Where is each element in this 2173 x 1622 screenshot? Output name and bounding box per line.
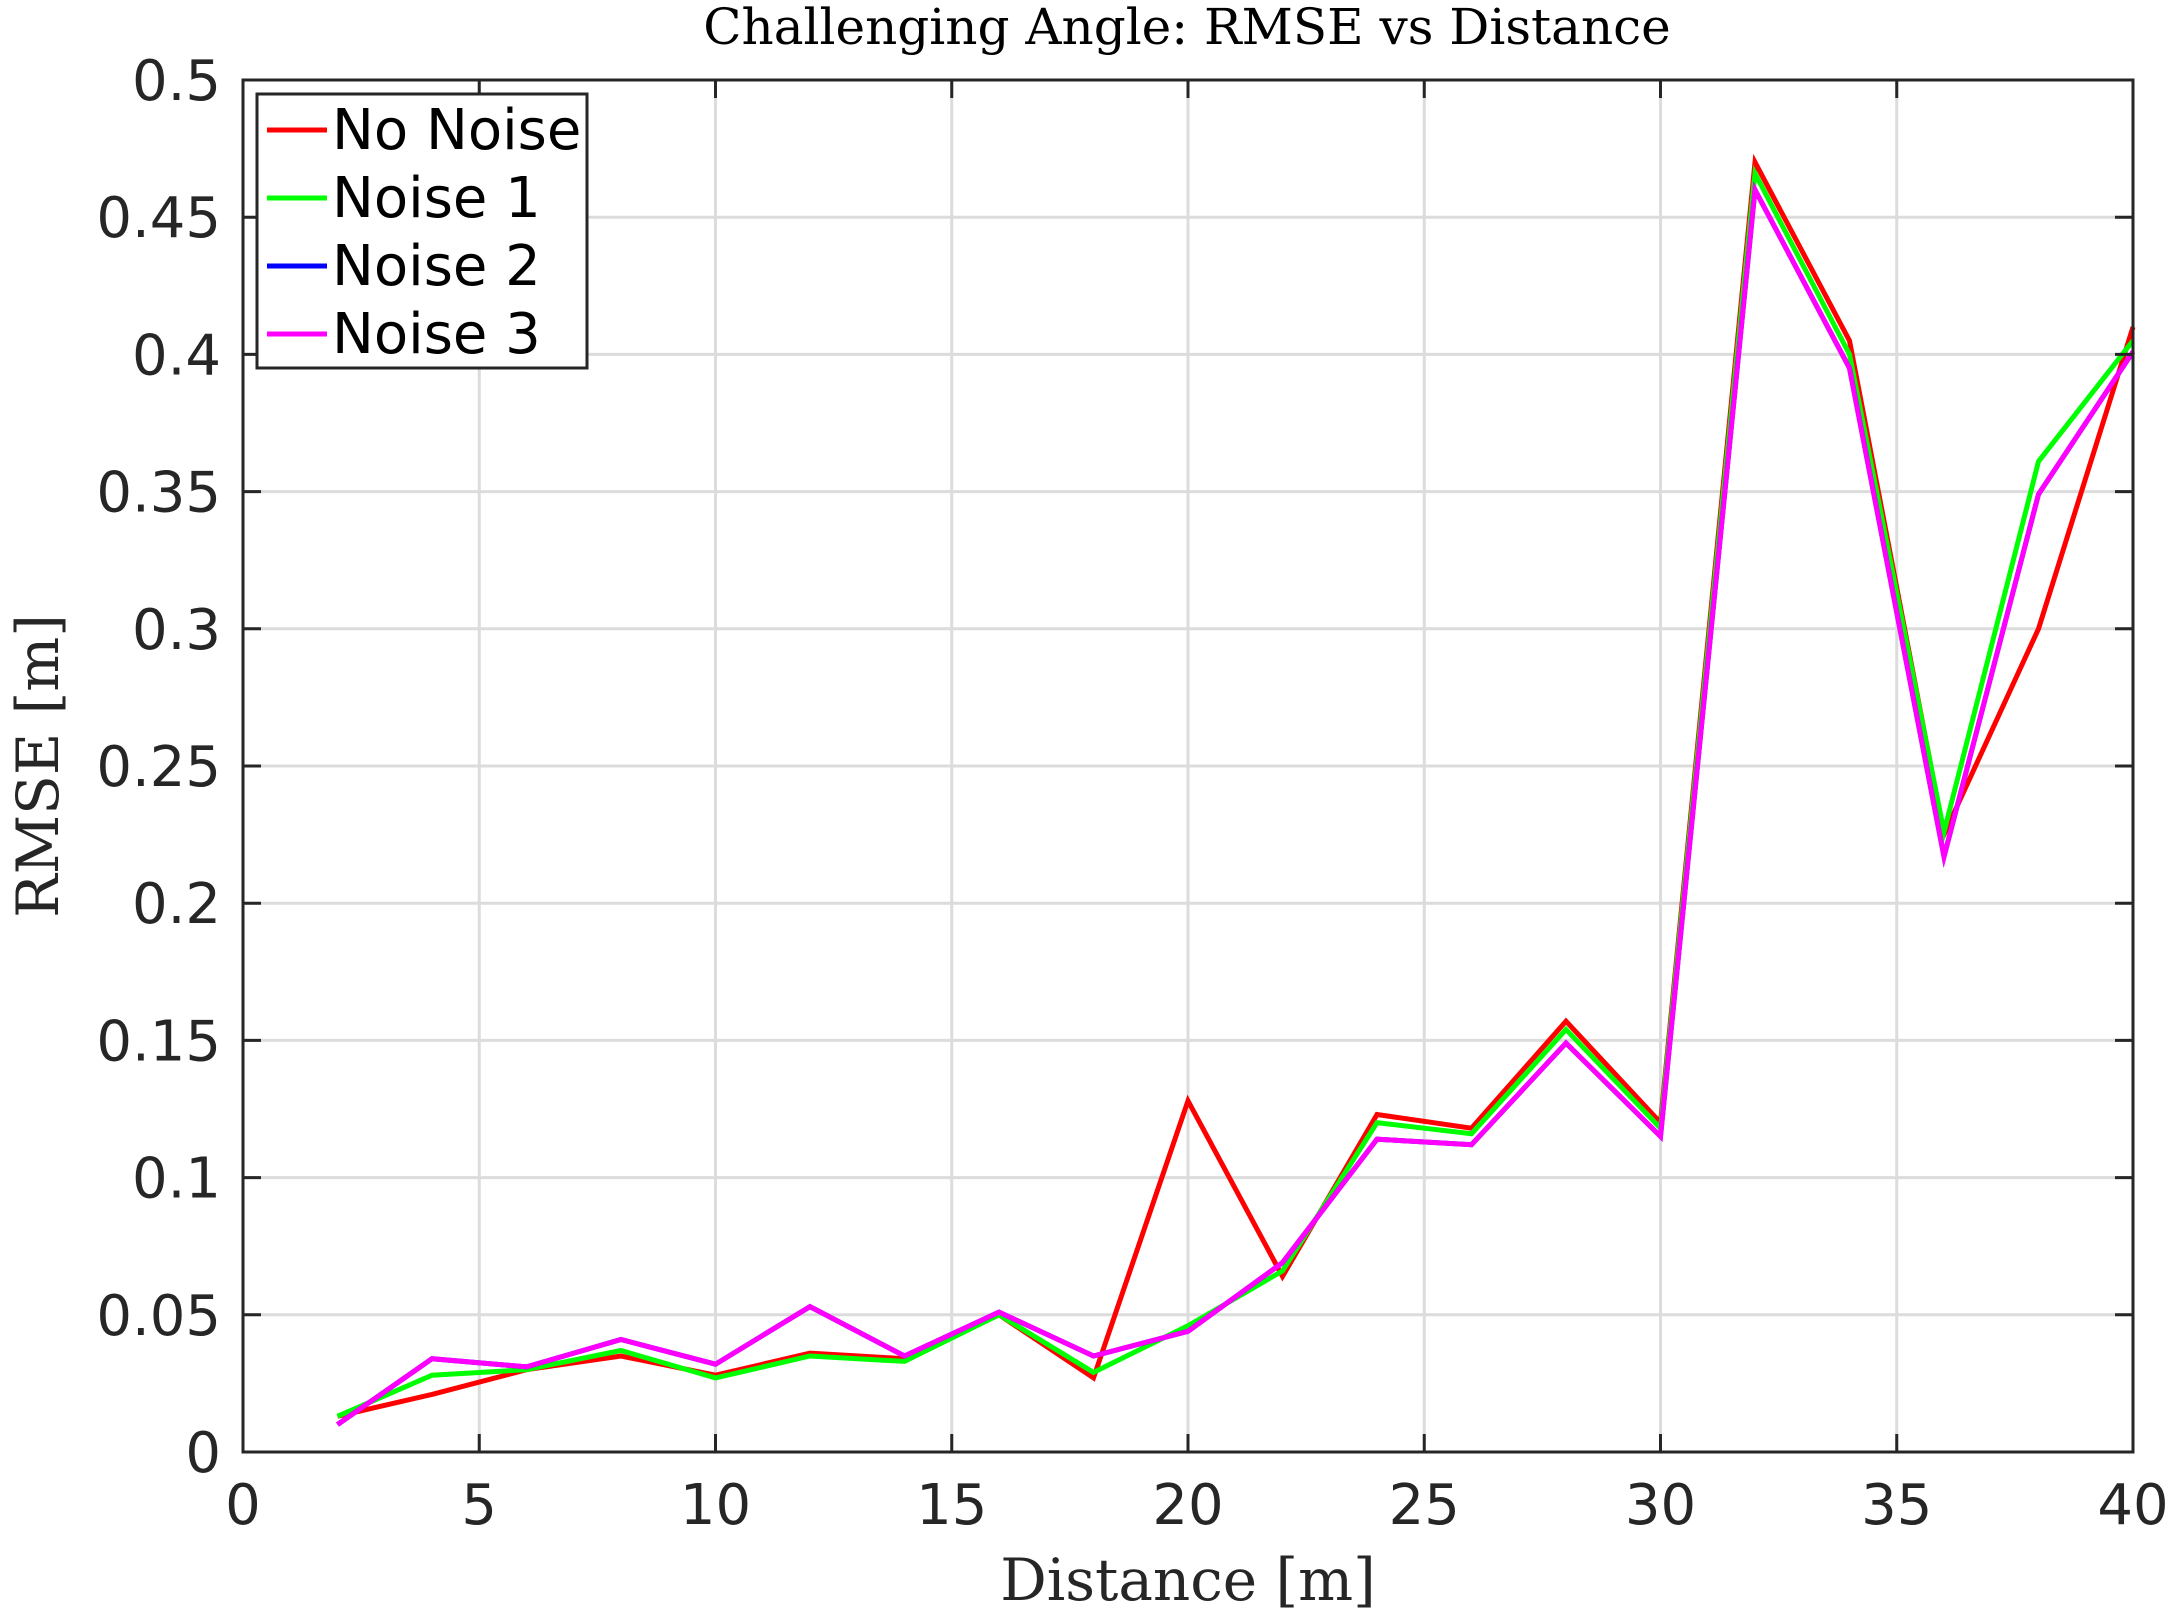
y-tick-label: 0	[185, 1421, 221, 1486]
x-axis-label: Distance [m]	[1000, 1546, 1376, 1614]
x-tick-label: 25	[1389, 1473, 1460, 1538]
series-line-noise-3	[336, 181, 2136, 1427]
legend-label: Noise 2	[332, 234, 541, 299]
y-tick-label: 0.5	[132, 49, 221, 114]
legend-box	[255, 92, 589, 370]
y-tick-label: 0.45	[96, 186, 221, 251]
series-layer	[336, 153, 2136, 1427]
axis-ticks: 0 5 10 15 20 25 30 35 40 0 0.05 0.1 0.15 0.2 0.25 0.3 0.…	[96, 49, 2168, 1538]
chart-title: Challenging Angle: RMSE vs Distance	[703, 0, 1671, 56]
series-line-no-noise	[336, 153, 2136, 1419]
y-tick-label: 0.4	[132, 323, 221, 388]
x-tick-label: 40	[2097, 1473, 2168, 1538]
y-tick-label: 0.25	[96, 735, 221, 800]
y-tick-label: 0.1	[132, 1147, 221, 1212]
y-axis-label: RMSE [m]	[4, 614, 72, 918]
y-tick-label: 0.15	[96, 1009, 221, 1074]
x-tick-label: 35	[1861, 1473, 1932, 1538]
legend-label: Noise 1	[332, 166, 541, 231]
y-tick-label: 0.35	[96, 461, 221, 526]
x-tick-label: 20	[1152, 1473, 1223, 1538]
x-tick-label: 30	[1625, 1473, 1696, 1538]
x-tick-label: 0	[225, 1473, 261, 1538]
legend-label: No Noise	[332, 98, 581, 163]
x-tick-label: 5	[461, 1473, 497, 1538]
y-tick-label: 0.2	[132, 872, 221, 937]
legend-label: Noise 3	[332, 302, 541, 367]
y-tick-label: 0.3	[132, 598, 221, 663]
x-tick-label: 15	[916, 1473, 987, 1538]
y-tick-label: 0.05	[96, 1284, 221, 1349]
x-tick-label: 10	[680, 1473, 751, 1538]
